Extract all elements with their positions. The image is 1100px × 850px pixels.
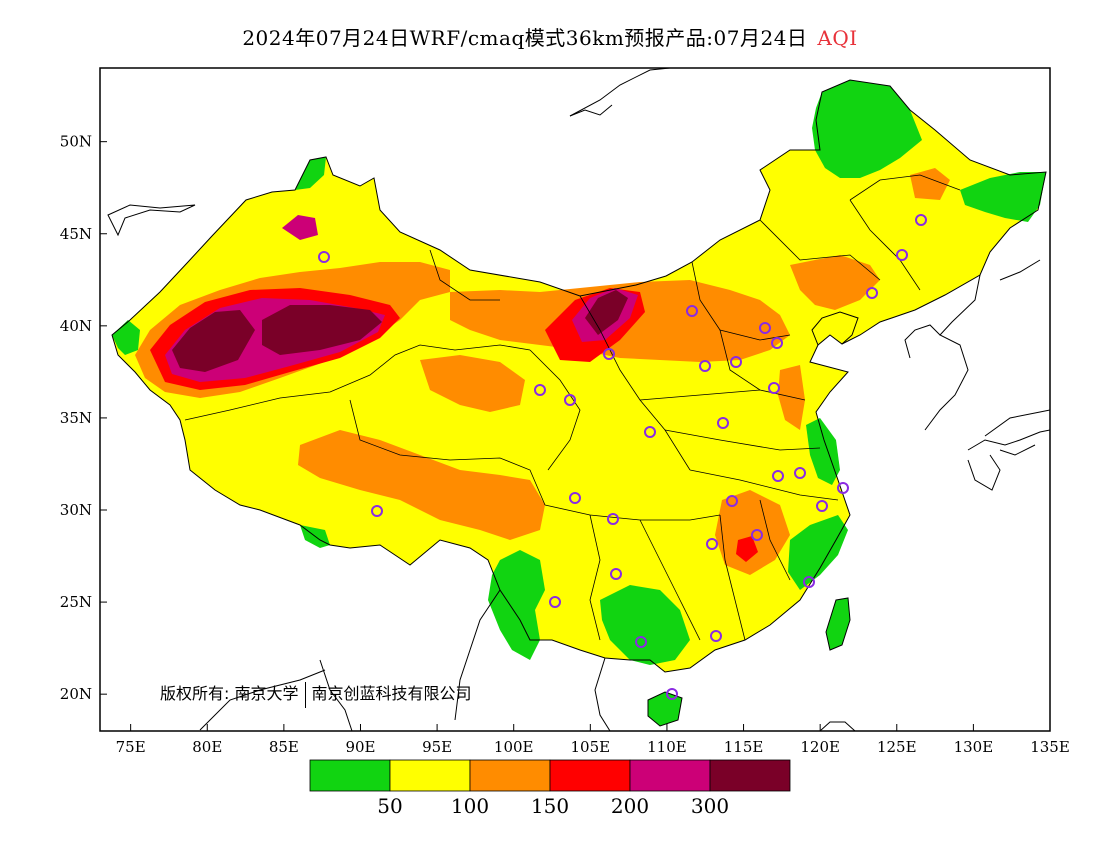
lon-tick-label: 120E — [800, 738, 840, 756]
good-zone-guangxi — [600, 585, 690, 665]
station-marker — [837, 482, 849, 494]
good-zone-fujian — [788, 515, 848, 590]
lon-tick-label: 115E — [724, 738, 764, 756]
lat-tick-label: 50N — [60, 133, 92, 151]
map-content — [107, 68, 1050, 731]
lon-tick-label: 85E — [269, 738, 299, 756]
map-frame — [99, 67, 1051, 732]
station-marker — [666, 688, 678, 700]
station-marker — [686, 305, 698, 317]
legend-swatch — [389, 759, 471, 792]
copyright-org-nju: 南京大学 — [234, 684, 299, 703]
copyright-separator — [304, 681, 306, 708]
copyright-notice: 版权所有: 南京大学 南京创蓝科技有限公司 — [160, 680, 472, 708]
lon-tick-label: 90E — [345, 738, 375, 756]
legend-swatch — [309, 759, 391, 792]
station-marker — [794, 467, 806, 479]
station-marker — [610, 568, 622, 580]
station-marker — [644, 426, 656, 438]
lon-tick-label: 100E — [494, 738, 534, 756]
station-marker — [607, 513, 619, 525]
station-marker — [866, 287, 878, 299]
pollutant-label: AQI — [817, 26, 858, 50]
lon-tick-label: 80E — [192, 738, 222, 756]
lat-tick-label: 30N — [60, 501, 92, 519]
borders — [107, 68, 1050, 731]
station-marker — [564, 394, 576, 406]
unhealthy-zone-hunan — [736, 536, 758, 562]
usg-zone-qinghai — [298, 430, 545, 540]
station-marker — [706, 538, 718, 550]
station-marker — [635, 636, 647, 648]
latitude-axis: 20N 25N 30N 35N 40N 45N 50N — [60, 133, 107, 703]
station-marker — [534, 384, 546, 396]
legend-label: 50 — [377, 794, 402, 818]
hazardous-zone-xinjiang-east — [262, 305, 382, 355]
lon-tick-label: 95E — [422, 738, 452, 756]
chart-title: 2024年07月24日WRF/cmaq模式36km预报产品:07月24日 AQI — [0, 22, 1100, 51]
good-zone-northwest-tip — [295, 157, 326, 190]
station-marker — [768, 382, 780, 394]
station-marker — [569, 492, 581, 504]
hazardous-zone-ordos — [585, 290, 628, 335]
station-marker — [803, 576, 815, 588]
lat-tick-label: 20N — [60, 685, 92, 703]
station-marker — [759, 322, 771, 334]
station-marker — [772, 470, 784, 482]
lat-tick-label: 45N — [60, 225, 92, 243]
station-marker — [549, 596, 561, 608]
lon-tick-label: 135E — [1030, 738, 1070, 756]
lat-tick-label: 40N — [60, 317, 92, 335]
good-zone-far-northeast — [960, 172, 1046, 222]
station-marker — [318, 251, 330, 263]
copyright-org-chuanglan: 南京创蓝科技有限公司 — [311, 684, 472, 703]
legend-swatch — [469, 759, 551, 792]
legend-swatch — [709, 759, 791, 792]
station-marker — [915, 214, 927, 226]
station-marker — [730, 356, 742, 368]
good-zone-hainan — [648, 692, 682, 726]
lon-tick-label: 110E — [647, 738, 687, 756]
legend-swatch — [549, 759, 631, 792]
aqi-legend: 50 100 150 200 300 — [309, 759, 791, 818]
good-zone-taiwan — [826, 598, 850, 650]
usg-zone-north-china — [790, 255, 880, 310]
lon-tick-label: 75E — [116, 738, 146, 756]
lat-tick-label: 35N — [60, 409, 92, 427]
usg-zone-east — [778, 365, 805, 430]
station-marker — [699, 360, 711, 372]
good-zone-northeast — [812, 80, 922, 178]
station-marker — [816, 500, 828, 512]
station-marker — [771, 337, 783, 349]
station-marker — [751, 529, 763, 541]
legend-label: 100 — [451, 794, 489, 818]
very-unhealthy-zone-tianshan — [282, 215, 318, 240]
longitude-axis: 75E 80E 85E 90E 95E 100E 105E 110E 115E 120E 125E 1… — [116, 724, 1070, 756]
copyright-prefix: 版权所有: — [160, 684, 230, 703]
good-zone-jiangsu-coast — [806, 418, 840, 485]
station-marker — [726, 495, 738, 507]
usg-zone-northeast-small — [910, 168, 950, 200]
legend-label: 150 — [531, 794, 569, 818]
usg-zone-qinghai-east — [420, 355, 525, 412]
station-marker — [371, 505, 383, 517]
hazardous-zone-xinjiang-west — [172, 310, 255, 372]
legend-swatch — [629, 759, 711, 792]
lon-tick-label: 125E — [877, 738, 917, 756]
lon-tick-label: 105E — [571, 738, 611, 756]
lat-tick-label: 25N — [60, 593, 92, 611]
station-marker — [603, 348, 615, 360]
station-marker — [896, 249, 908, 261]
title-main: 2024年07月24日WRF/cmaq模式36km预报产品:07月24日 — [242, 26, 808, 50]
lon-tick-label: 130E — [954, 738, 994, 756]
legend-label: 200 — [611, 794, 649, 818]
station-marker — [717, 417, 729, 429]
china-region — [112, 80, 1046, 672]
station-marker — [710, 630, 722, 642]
good-zone-yunnan — [488, 550, 545, 660]
station-markers — [318, 214, 927, 700]
legend-label: 300 — [691, 794, 729, 818]
